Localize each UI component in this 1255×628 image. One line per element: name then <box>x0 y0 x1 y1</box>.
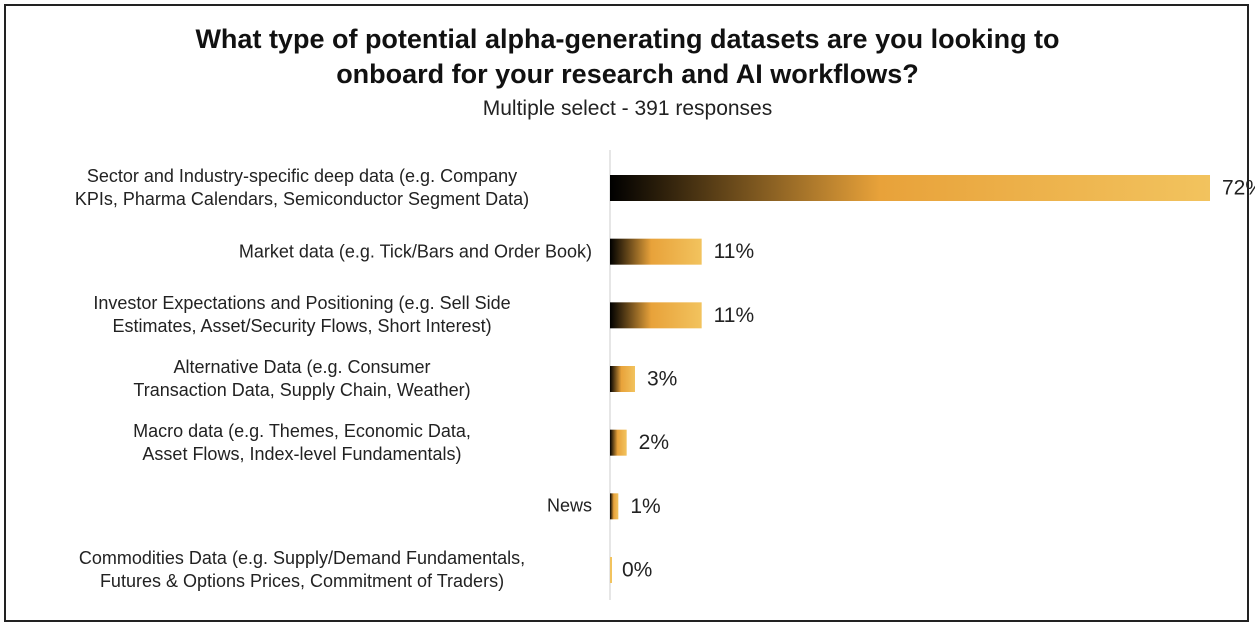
bar <box>610 366 635 392</box>
category-text: Alternative Data (e.g. Consumer Transact… <box>133 357 471 400</box>
category-text: Commodities Data (e.g. Supply/Demand Fun… <box>78 548 526 591</box>
value-label: 3% <box>647 368 677 391</box>
frame <box>4 4 1249 622</box>
category-text: Investor Expectations and Positioning (e… <box>93 293 511 337</box>
category-label: Alternative Data (e.g. Consumer Transact… <box>12 356 592 402</box>
value-label: 2% <box>639 431 669 454</box>
bar <box>610 238 702 265</box>
category-text: Sector and Industry-specific deep data (… <box>74 166 530 209</box>
category-text: News <box>546 495 592 516</box>
category-label: Commodities Data (e.g. Supply/Demand Fun… <box>12 547 592 593</box>
bar <box>610 175 1210 201</box>
value-label: 11% <box>714 304 754 327</box>
category-text: Macro data (e.g. Themes, Economic Data, … <box>133 420 471 464</box>
category-label: Market data (e.g. Tick/Bars and Order Bo… <box>12 240 592 263</box>
value-label: 0% <box>622 559 652 582</box>
bar <box>610 302 702 329</box>
chart-title: What type of potential alpha-generating … <box>195 24 1060 89</box>
category-label: News <box>12 495 592 518</box>
chart-subtitle: Multiple select - 391 responses <box>482 97 773 120</box>
bar <box>610 493 619 520</box>
value-label: 1% <box>630 495 660 518</box>
value-label: 11% <box>714 240 754 263</box>
bar <box>610 429 627 456</box>
category-label: Macro data (e.g. Themes, Economic Data, … <box>12 420 592 466</box>
value-label: 72% <box>1222 177 1255 200</box>
category-label: Sector and Industry-specific deep data (… <box>12 165 592 211</box>
category-label: Investor Expectations and Positioning (e… <box>12 292 592 338</box>
category-text: Market data (e.g. Tick/Bars and Order Bo… <box>238 241 592 262</box>
